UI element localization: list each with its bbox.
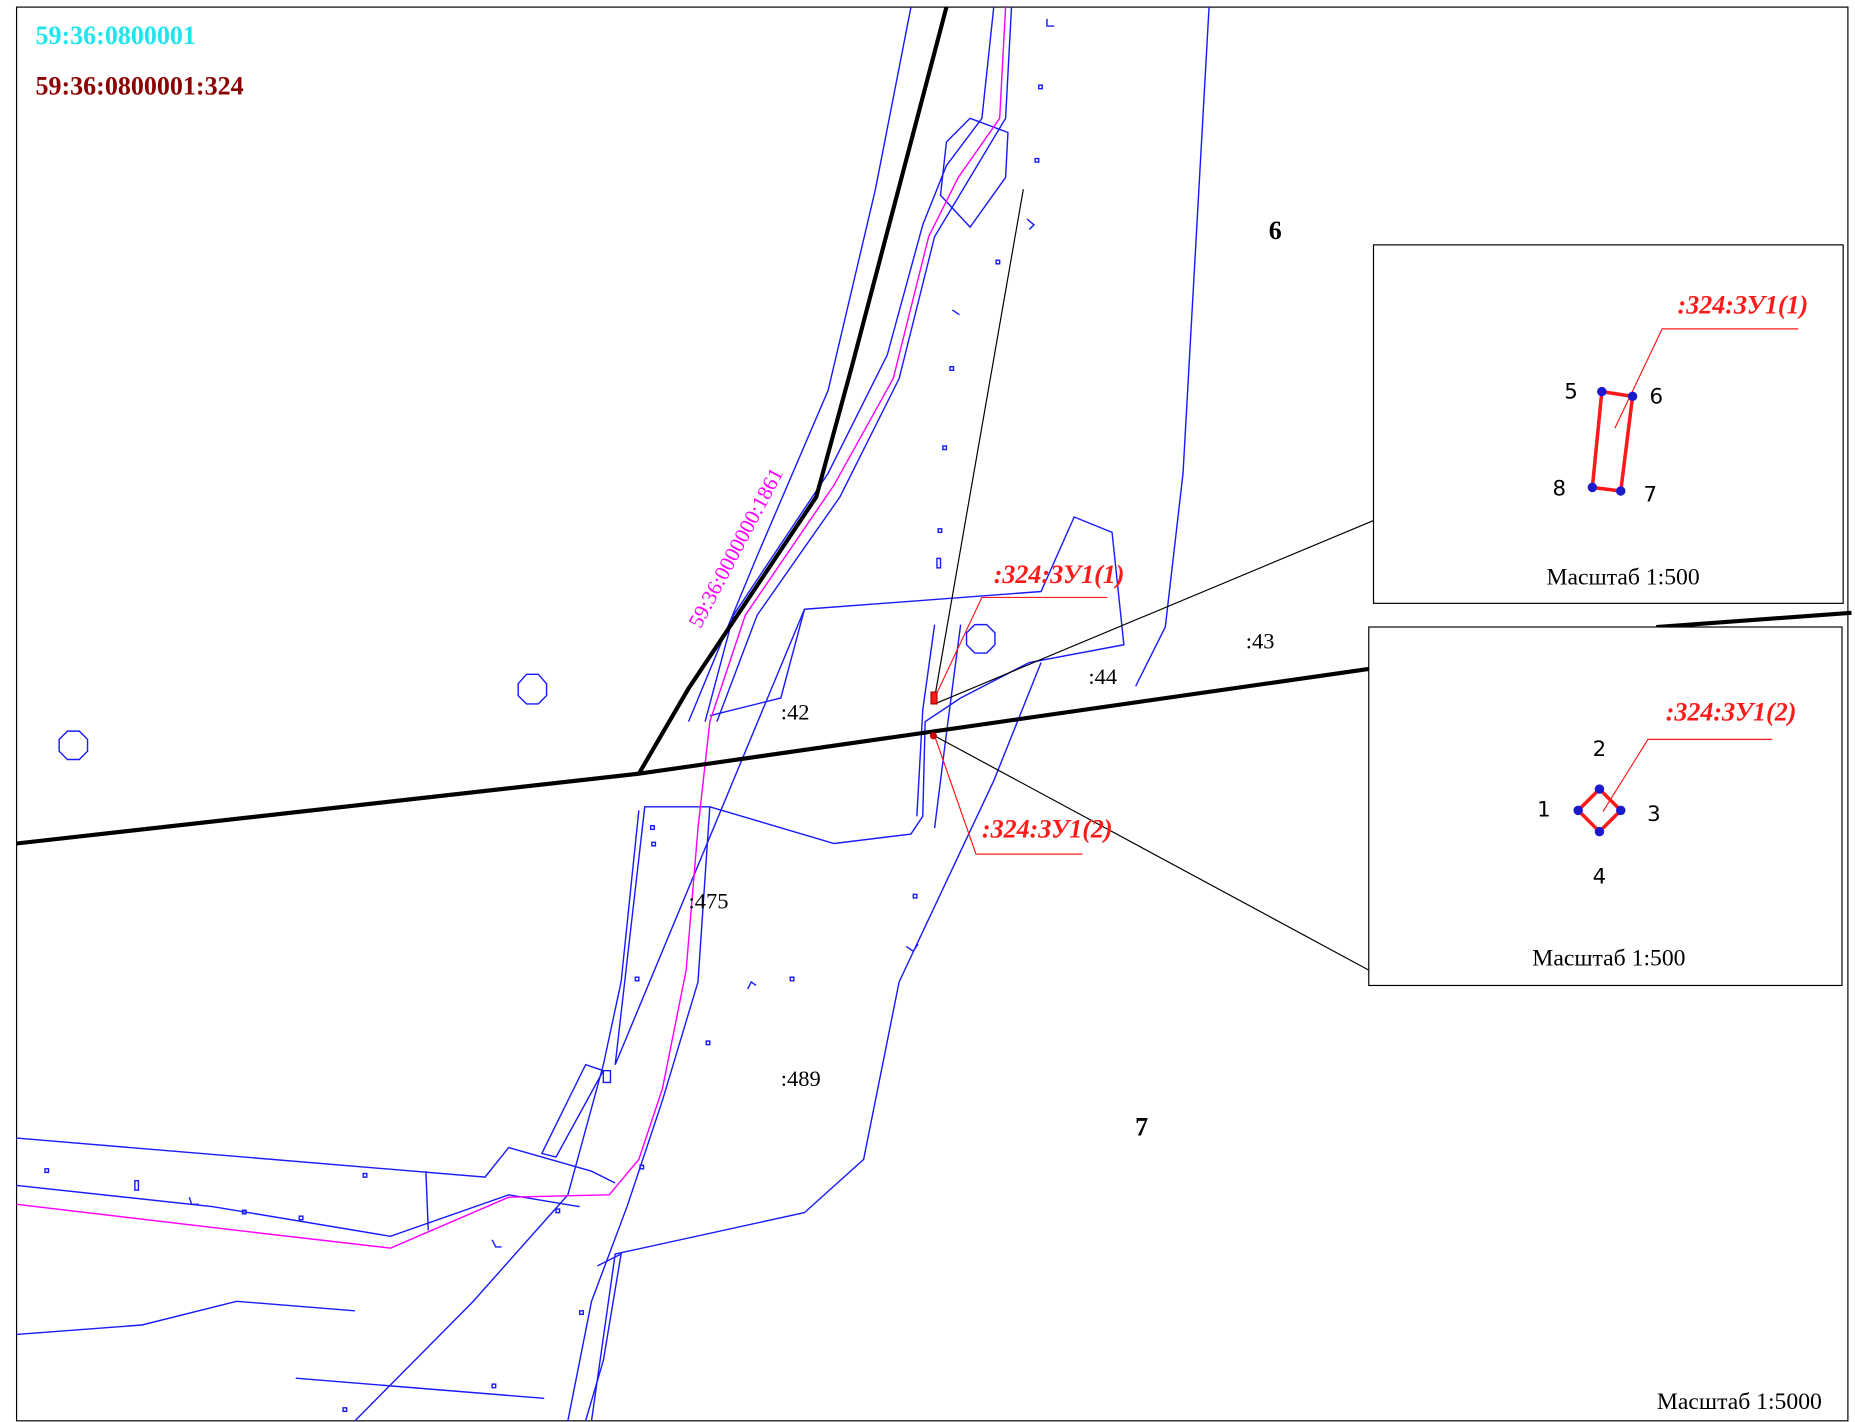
point-label: 6 xyxy=(1649,384,1663,409)
map: 59:36:0800001 59:36:0800001:324 6 7 :42 … xyxy=(0,0,1855,1422)
parcel-zu1-2 xyxy=(930,732,937,739)
point-label: 2 xyxy=(1593,737,1607,762)
inset-scale: Масштаб 1:500 xyxy=(1532,945,1685,971)
parcel-label: :475 xyxy=(689,889,729,914)
point-label: 1 xyxy=(1537,797,1551,822)
point-label: 7 xyxy=(1644,483,1658,508)
parcel-label: :42 xyxy=(781,699,810,724)
point-label: 3 xyxy=(1647,802,1661,827)
point-label: 5 xyxy=(1564,380,1578,405)
parcel-label: :44 xyxy=(1088,664,1117,689)
map-scale: Масштаб 1:5000 xyxy=(1657,1389,1822,1415)
inset-label: :324:ЗУ1(2) xyxy=(1666,697,1797,726)
zone-label: 7 xyxy=(1135,1113,1148,1142)
parcel-number: 59:36:0800001:324 xyxy=(35,72,243,101)
inset-label: :324:ЗУ1(1) xyxy=(1678,291,1809,320)
point-label: 4 xyxy=(1593,865,1607,890)
inset-scale: Масштаб 1:500 xyxy=(1547,564,1700,590)
inset: :324:ЗУ1(1) 5 6 7 8 Масштаб 1:500 xyxy=(1374,245,1844,603)
page: 59:36:0800001 59:36:0800001:324 6 7 :42 … xyxy=(0,0,1855,1422)
block-number: 59:36:0800001 xyxy=(35,21,195,50)
zone-label: 6 xyxy=(1269,216,1282,245)
parcel-label: :489 xyxy=(781,1066,821,1091)
point-label: 8 xyxy=(1552,477,1566,502)
callout-label: :324:ЗУ1(1) xyxy=(994,560,1125,589)
parcel-zu1-1 xyxy=(931,692,937,704)
parcel-label: :43 xyxy=(1246,628,1275,653)
callout-label: :324:ЗУ1(2) xyxy=(982,815,1113,844)
inset: :324:ЗУ1(2) 1 2 3 4 Масштаб 1:500 xyxy=(1369,627,1842,985)
